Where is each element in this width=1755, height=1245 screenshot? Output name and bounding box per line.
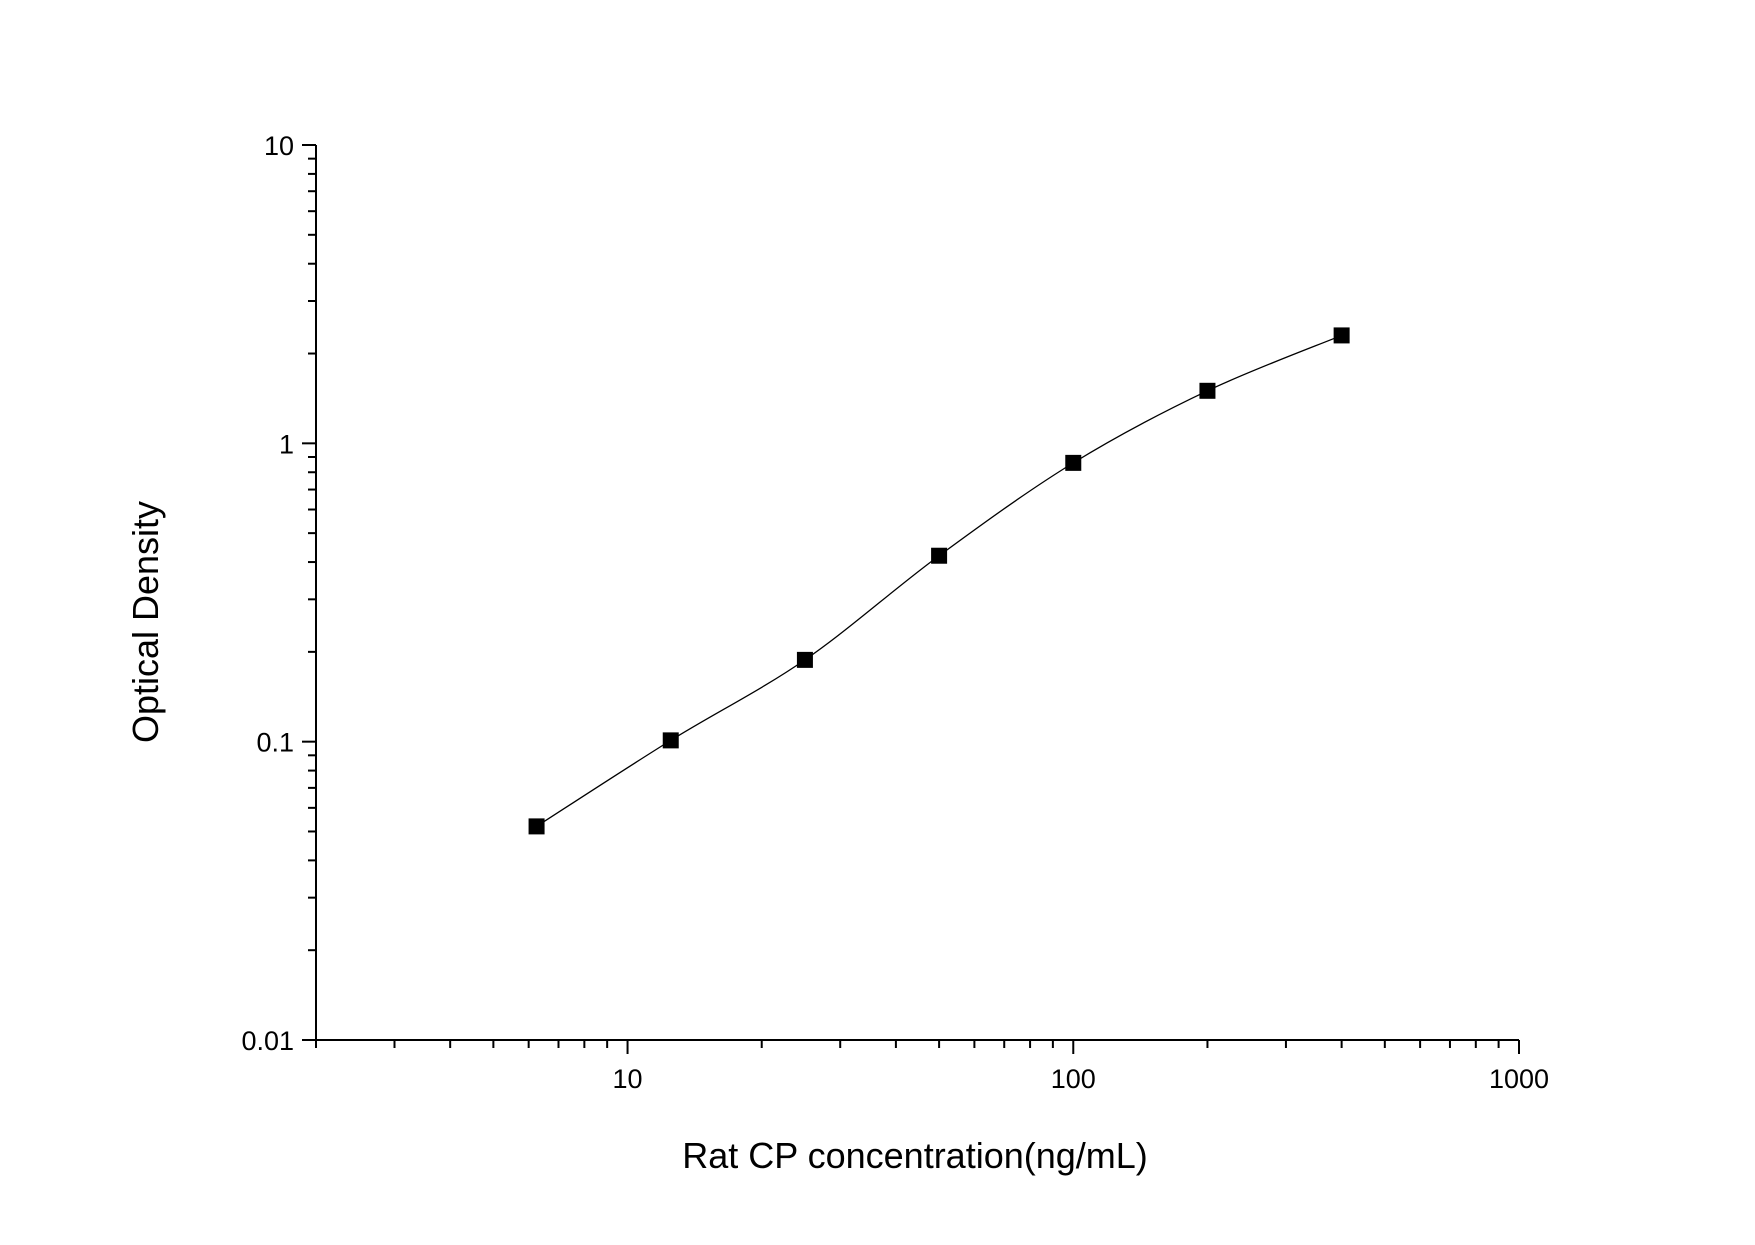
data-point-square [1065, 454, 1082, 471]
data-point-square [662, 732, 679, 749]
data-point-square [528, 818, 545, 835]
tick-labels-layer: 10 100 1000 0.01 0.1 1 10 [241, 131, 1549, 1094]
x-tick-label: 100 [1051, 1064, 1096, 1094]
data-point-square [931, 547, 948, 564]
y-tick-label: 10 [264, 131, 294, 161]
x-axis-title: Rat CP concentration(ng/mL) [682, 1135, 1148, 1176]
y-tick-label: 1 [279, 429, 294, 459]
axes [302, 144, 1520, 1054]
fit-curve-layer [536, 334, 1342, 827]
x-tick-label: 10 [613, 1064, 643, 1094]
data-point-square [1199, 382, 1216, 399]
y-axis-title: Optical Density [125, 501, 166, 743]
data-points-layer [528, 327, 1350, 835]
fit-curve [536, 334, 1342, 827]
data-point-square [1333, 327, 1350, 344]
y-tick-label: 0.1 [256, 728, 294, 758]
data-point-square [796, 651, 813, 668]
x-tick-label: 1000 [1489, 1064, 1549, 1094]
y-tick-label: 0.01 [241, 1026, 294, 1056]
